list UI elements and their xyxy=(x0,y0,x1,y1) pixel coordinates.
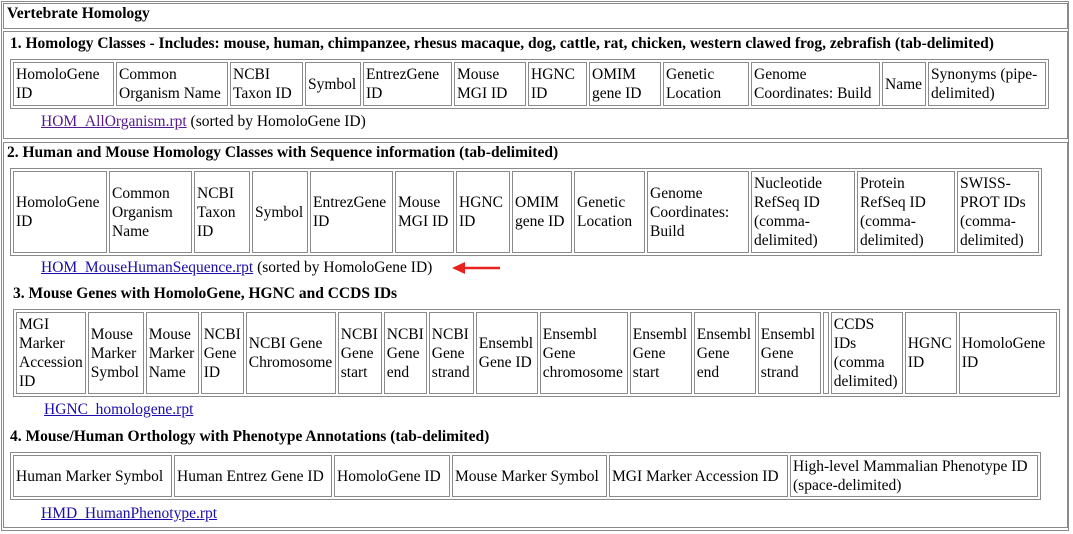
column-header: Genetic Location xyxy=(663,62,749,106)
column-header: Mouse MGI ID xyxy=(395,171,454,253)
section-3-heading: 3. Mouse Genes with HomoloGene, HGNC and… xyxy=(13,285,398,302)
column-header: NCBI Taxon ID xyxy=(194,171,250,253)
panel-title-box xyxy=(3,3,1068,29)
column-header: Nucleotide RefSeq ID (comma-delimited) xyxy=(751,171,855,253)
hom-allorganism-link[interactable]: HOM_AllOrganism.rpt xyxy=(41,113,187,130)
section-1-box xyxy=(3,31,1068,139)
column-header: NCBI Gene end xyxy=(383,312,427,394)
column-header: NCBI Gene Chromosome xyxy=(245,312,336,394)
section-2-box xyxy=(3,142,1068,528)
column-header: High-level Mammalian Phenotype ID (space… xyxy=(790,455,1038,497)
column-header: OMIM gene ID xyxy=(589,62,661,106)
column-header: Common Organism Name xyxy=(116,62,228,106)
section-2-heading: 2. Human and Mouse Homology Classes with… xyxy=(7,144,559,161)
column-header: Synonyms (pipe-delimited) xyxy=(928,62,1046,106)
column-header: Mouse Marker Symbol xyxy=(87,312,144,394)
column-header: HGNC ID xyxy=(456,171,510,253)
column-header: Symbol xyxy=(305,62,361,106)
hmd-humanphenotype-link[interactable]: HMD_HumanPhenotype.rpt xyxy=(41,505,218,522)
column-header: Ensembl Gene strand xyxy=(757,312,821,394)
section-1-file-row: HOM_AllOrganism.rpt (sorted by HomoloGen… xyxy=(41,113,366,131)
column-header: Ensembl Gene ID xyxy=(475,312,538,394)
column-header: Symbol xyxy=(252,171,308,253)
column-header: Mouse Marker Symbol xyxy=(452,455,607,497)
column-header: Human Entrez Gene ID xyxy=(174,455,332,497)
column-header: Genome Coordinates: Build xyxy=(647,171,749,253)
section-4-heading: 4. Mouse/Human Orthology with Phenotype … xyxy=(10,428,490,445)
column-header: HomoloGene ID xyxy=(334,455,450,497)
hom-mousehumansequence-link[interactable]: HOM_MouseHumanSequence.rpt xyxy=(41,259,254,276)
section-3-file-row: HGNC_homologene.rpt xyxy=(44,401,193,419)
column-header: NCBI Gene ID xyxy=(200,312,244,394)
column-header: Common Organism Name xyxy=(109,171,192,253)
column-header: Genome Coordinates: Build xyxy=(751,62,880,106)
column-header: NCBI Taxon ID xyxy=(230,62,303,106)
section-4-columns-table: Human Marker Symbol Human Entrez Gene ID… xyxy=(10,452,1041,500)
column-header: Mouse MGI ID xyxy=(454,62,526,106)
column-header: NCBI Gene strand xyxy=(428,312,474,394)
column-header: HomoloGene ID xyxy=(13,171,107,253)
sort-note: (sorted by HomoloGene ID) xyxy=(257,259,433,276)
left-arrow-icon xyxy=(452,262,500,274)
column-header: EntrezGene ID xyxy=(363,62,452,106)
column-header: EntrezGene ID xyxy=(310,171,393,253)
empty-column-header xyxy=(822,312,829,394)
section-1-heading: 1. Homology Classes - Includes: mouse, h… xyxy=(10,35,994,52)
section-1-columns-table: HomoloGene ID Common Organism Name NCBI … xyxy=(10,59,1049,109)
section-3-columns-table: MGI Marker Accession ID Mouse Marker Sym… xyxy=(13,309,1060,397)
column-header: Human Marker Symbol xyxy=(13,455,172,497)
column-header: Protein RefSeq ID (comma-delimited) xyxy=(857,171,955,253)
section-4-file-row: HMD_HumanPhenotype.rpt xyxy=(41,505,217,523)
column-header: OMIM gene ID xyxy=(512,171,572,253)
column-header: HomoloGene ID xyxy=(13,62,114,106)
column-header: Ensembl Gene start xyxy=(629,312,692,394)
column-header: CCDS IDs (comma delimited) xyxy=(830,312,903,394)
column-header: MGI Marker Accession ID xyxy=(609,455,788,497)
column-header: NCBI Gene start xyxy=(337,312,382,394)
column-header: HGNC ID xyxy=(528,62,587,106)
panel-title: Vertebrate Homology xyxy=(7,5,150,22)
column-header: Ensembl Gene chromosome xyxy=(539,312,628,394)
column-header: Name xyxy=(882,62,926,106)
column-header: Mouse Marker Name xyxy=(145,312,199,394)
column-header: HomoloGene ID xyxy=(958,312,1057,394)
column-header: SWISS-PROT IDs (comma-delimited) xyxy=(957,171,1039,253)
column-header: Genetic Location xyxy=(574,171,645,253)
hgnc-homologene-link[interactable]: HGNC_homologene.rpt xyxy=(44,401,194,418)
column-header: Ensembl Gene end xyxy=(693,312,756,394)
sort-note: (sorted by HomoloGene ID) xyxy=(190,113,366,130)
section-2-file-row: HOM_MouseHumanSequence.rpt (sorted by Ho… xyxy=(41,259,432,277)
section-2-columns-table: HomoloGene ID Common Organism Name NCBI … xyxy=(10,168,1042,256)
column-header: HGNC ID xyxy=(904,312,957,394)
column-header: MGI Marker Accession ID xyxy=(16,312,86,394)
